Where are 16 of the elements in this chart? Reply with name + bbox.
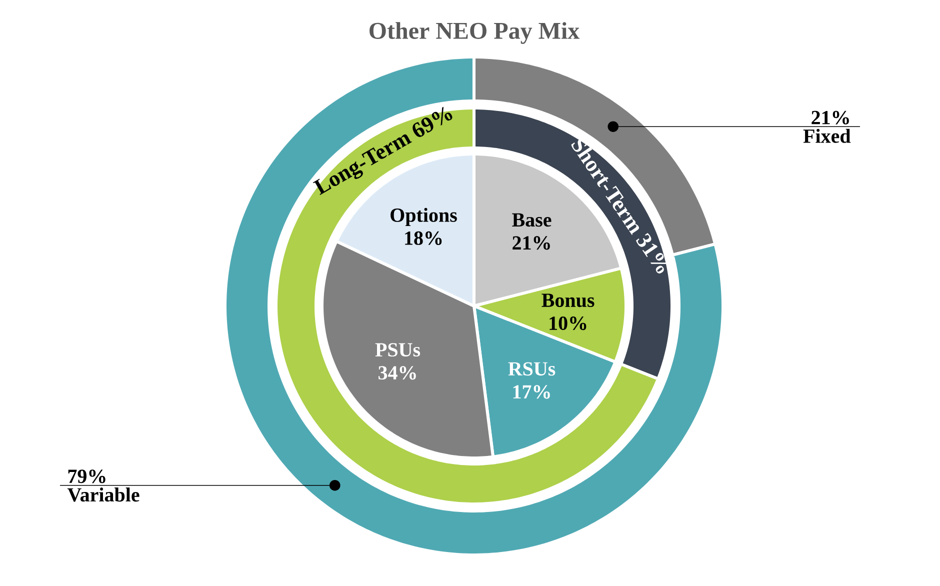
data-label: 34% [378, 366, 416, 380]
slice-label: RSUs [508, 362, 556, 376]
data-label: 17% [513, 385, 550, 399]
slice-label: PSUs [375, 343, 420, 357]
slice-label: Base [512, 213, 552, 227]
data-label: 21% [812, 110, 849, 124]
data-label: 69% [412, 106, 452, 137]
slice-label: Variable [67, 488, 140, 502]
data-label: 79% [68, 470, 106, 484]
slice-label: Fixed [803, 128, 851, 143]
slice-label: Bonus [542, 294, 594, 308]
data-label: 10% [550, 316, 586, 330]
chart-title: Other NEO Pay Mix [370, 22, 580, 44]
data-label: 21% [512, 236, 550, 250]
slice-label: Options [390, 208, 457, 226]
data-label: 18% [405, 231, 442, 245]
